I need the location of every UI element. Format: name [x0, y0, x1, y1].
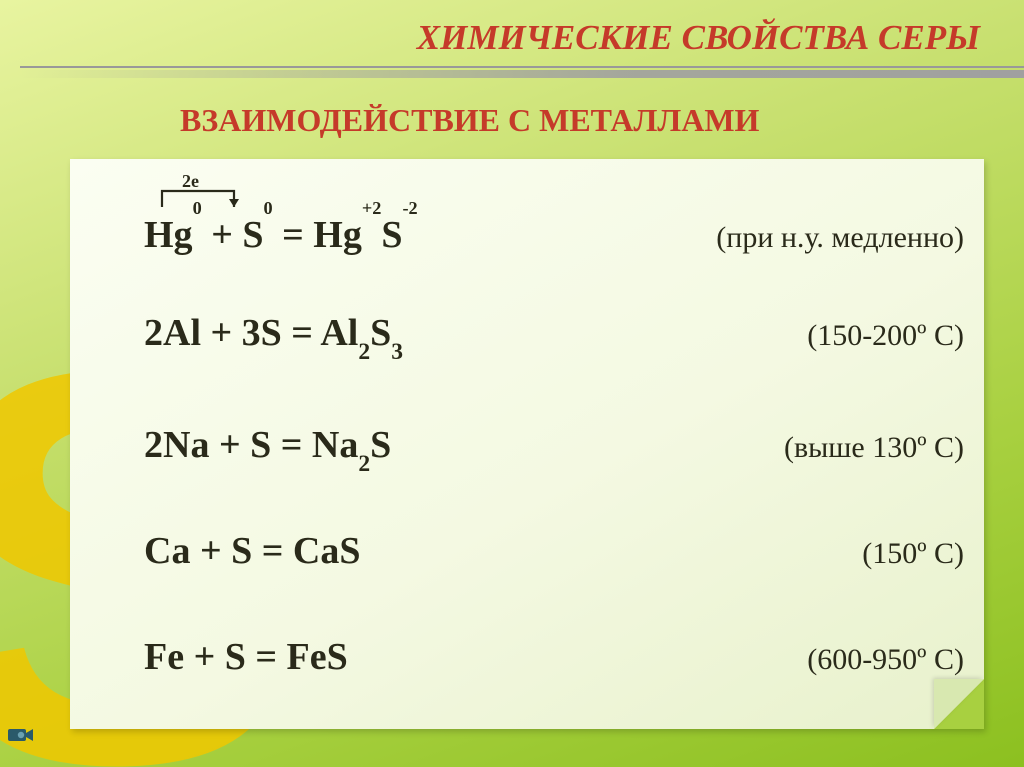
equation-row: 2Al + 3S = Al2S3 (150-200º С): [144, 311, 964, 361]
condition: (150º С): [862, 537, 964, 571]
equation: Fe + S = FeS: [144, 635, 348, 679]
content-panel: 2е Hg0 + S0 = Hg+2S-2 (при н.у. медленно)…: [70, 159, 984, 729]
page-fold-corner: [934, 679, 984, 729]
equation: Ca + S = CaS: [144, 529, 360, 573]
equation: Hg0 + S0 = Hg+2S-2: [144, 213, 418, 257]
equation: 2Na + S = Na2S: [144, 423, 391, 473]
equation-row: 2Na + S = Na2S (выше 130º С): [144, 423, 964, 473]
equation-row: Ca + S = CaS (150º С): [144, 529, 964, 573]
title-underline: [20, 66, 1024, 80]
condition: (150-200º С): [807, 319, 964, 353]
equation-row: Fe + S = FeS (600-950º С): [144, 635, 964, 679]
slide-title: ХИМИЧЕСКИЕ СВОЙСТВА СЕРЫ: [417, 18, 980, 58]
condition: (600-950º С): [807, 643, 964, 677]
condition: (при н.у. медленно): [716, 221, 964, 255]
projector-icon: [8, 725, 34, 747]
condition: (выше 130º С): [784, 431, 964, 465]
electron-transfer-label: 2е: [146, 171, 163, 192]
equation: 2Al + 3S = Al2S3: [144, 311, 403, 361]
equation-row: Hg0 + S0 = Hg+2S-2 (при н.у. медленно): [144, 213, 964, 257]
slide-subtitle: ВЗАИМОДЕЙСТВИЕ С МЕТАЛЛАМИ: [180, 102, 759, 139]
